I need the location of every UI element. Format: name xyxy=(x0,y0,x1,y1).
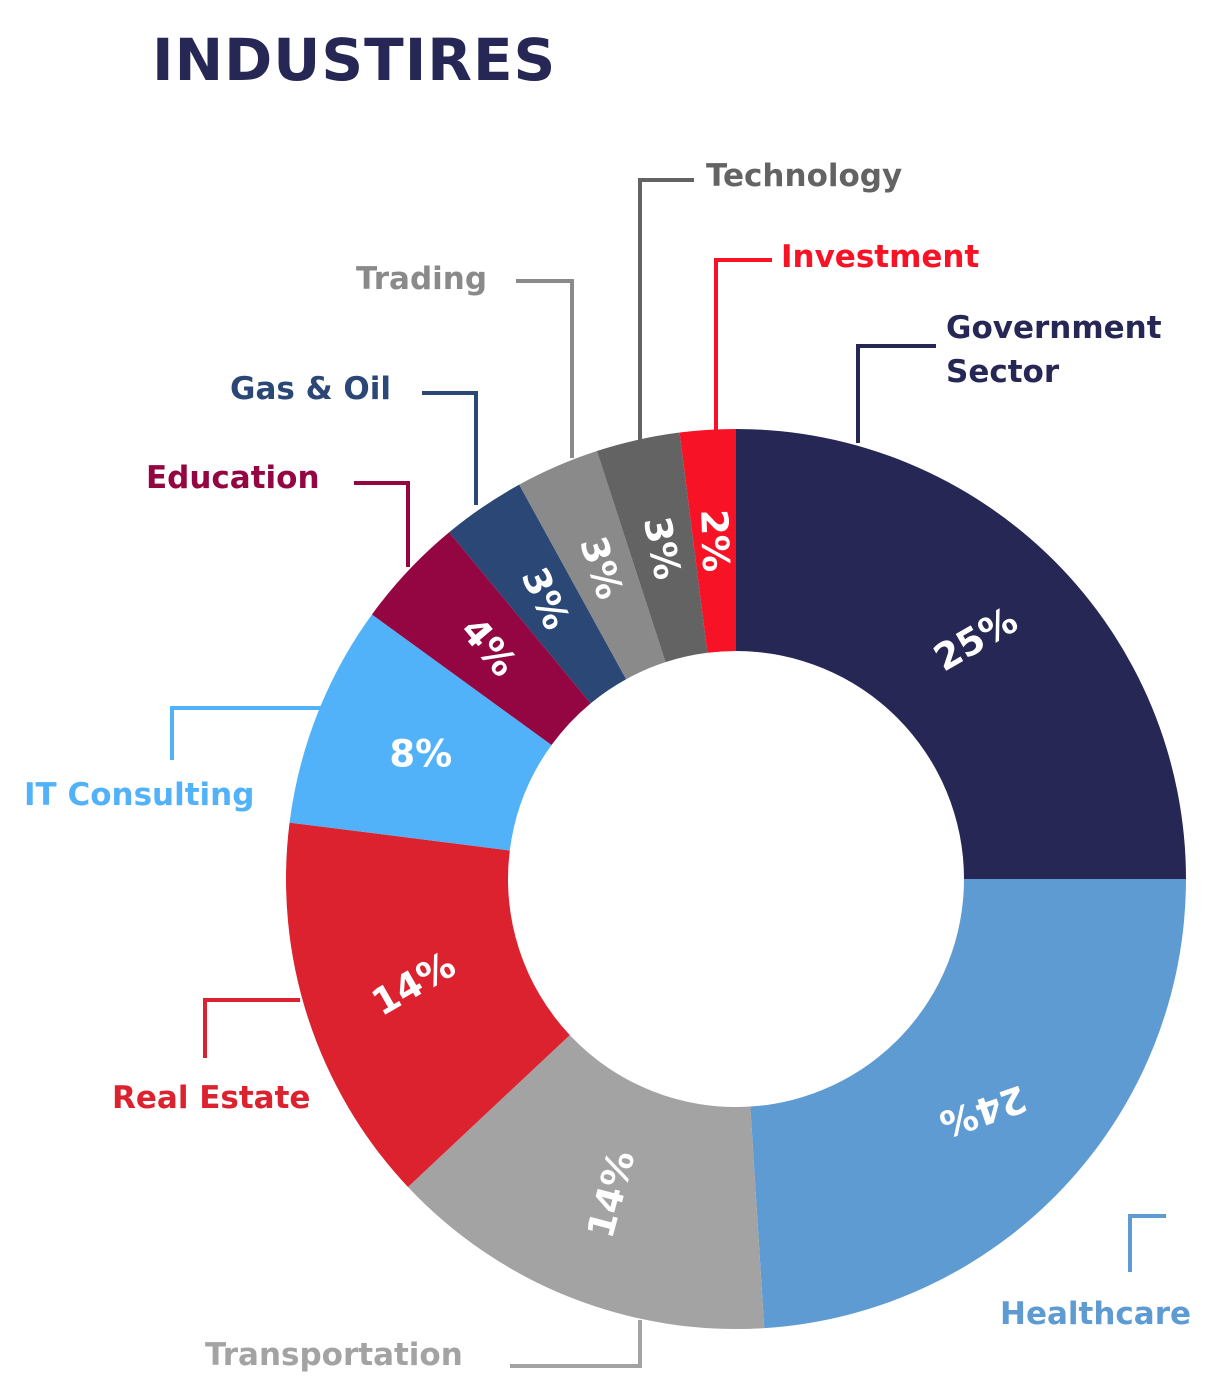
data-label: 2% xyxy=(692,509,737,573)
leader-line xyxy=(510,1320,642,1368)
leader-line xyxy=(638,178,694,440)
leader-line xyxy=(422,391,478,505)
slice-transportation xyxy=(407,1035,765,1330)
slice-education xyxy=(371,532,591,745)
leader-line xyxy=(354,481,410,567)
category-label: IT Consulting xyxy=(24,777,254,813)
leader-line xyxy=(1128,1214,1166,1272)
category-label: Government Sector xyxy=(946,310,1162,390)
slice-technology xyxy=(596,432,708,663)
category-label: Transportation xyxy=(205,1337,463,1373)
leader-line xyxy=(203,998,300,1058)
leader-line xyxy=(714,258,772,432)
slice-trading xyxy=(519,451,666,680)
category-label: Education xyxy=(146,460,320,496)
category-label: Healthcare xyxy=(1000,1296,1191,1332)
leader-line xyxy=(516,279,574,458)
category-label: Technology xyxy=(706,158,902,194)
slice-gas-oil xyxy=(449,484,627,704)
slice-government-sector xyxy=(736,429,1186,879)
leader-line xyxy=(170,706,322,760)
category-label: Gas & Oil xyxy=(230,371,391,407)
slice-investment xyxy=(679,429,736,653)
slice-healthcare xyxy=(750,879,1186,1329)
data-label: 8% xyxy=(389,733,452,776)
chart-title: INDUSTIRES xyxy=(152,26,557,94)
category-label: Investment xyxy=(781,239,980,275)
leader-line xyxy=(856,344,936,443)
slice-it-consulting xyxy=(289,614,552,851)
slice-real-estate xyxy=(286,822,570,1188)
category-label: Trading xyxy=(356,261,487,297)
category-label: Real Estate xyxy=(112,1080,310,1116)
